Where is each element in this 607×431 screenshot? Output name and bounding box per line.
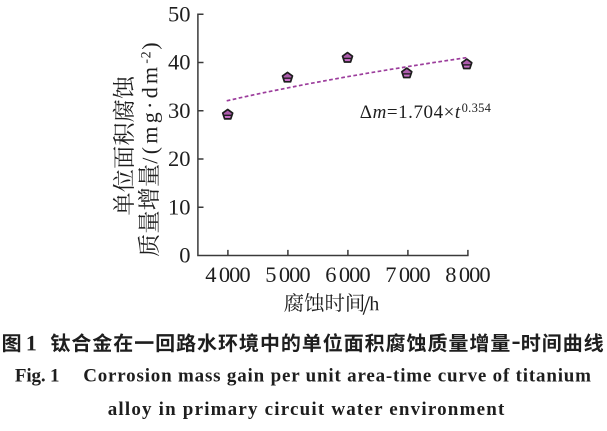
svg-text:alloy in primary circuit water: alloy in primary circuit water environme…	[108, 399, 505, 420]
svg-text:50: 50	[168, 1, 191, 26]
svg-text:0: 0	[179, 243, 190, 268]
svg-text:6 000: 6 000	[325, 262, 370, 287]
svg-text:7 000: 7 000	[385, 262, 430, 287]
svg-text:8 000: 8 000	[445, 262, 490, 287]
svg-text:5 000: 5 000	[265, 262, 310, 287]
svg-text:40: 40	[168, 50, 191, 75]
svg-text:20: 20	[168, 146, 191, 171]
svg-text:30: 30	[168, 98, 191, 123]
svg-text:Fig. 1: Fig. 1	[15, 366, 60, 387]
svg-text:0.354: 0.354	[462, 101, 492, 115]
svg-text:Corrosion mass gain per unit a: Corrosion mass gain per unit area-time c…	[83, 366, 591, 387]
svg-text:Δm=1.704×t: Δm=1.704×t	[360, 102, 461, 123]
svg-text:4 000: 4 000	[205, 262, 250, 287]
svg-text:10: 10	[168, 194, 191, 219]
